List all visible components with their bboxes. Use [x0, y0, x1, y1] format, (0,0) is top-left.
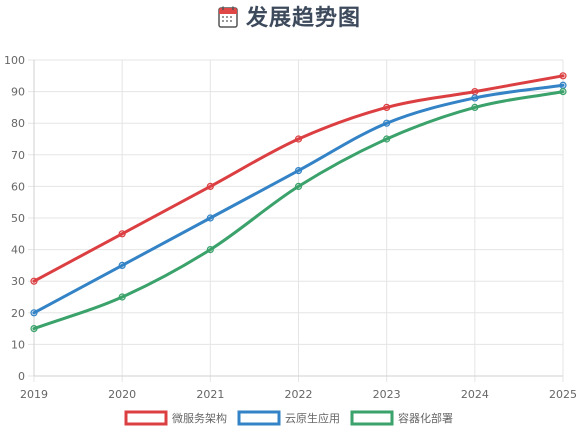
y-tick-label: 30 [11, 275, 25, 288]
x-tick-label: 2019 [20, 388, 48, 401]
y-tick-label: 100 [4, 54, 25, 67]
x-tick-label: 2022 [285, 388, 313, 401]
calendar-icon [218, 6, 238, 28]
data-point[interactable] [206, 182, 214, 190]
y-tick-label: 50 [11, 212, 25, 225]
grid-lines [28, 59, 564, 382]
data-point[interactable] [471, 87, 479, 96]
series-lines [32, 74, 565, 331]
chart-title: 发展趋势图 [0, 4, 579, 34]
data-point[interactable] [206, 246, 214, 254]
data-point[interactable] [118, 230, 126, 238]
y-tick-label: 10 [11, 338, 25, 351]
series-line-1 [32, 74, 565, 283]
legend-item-1[interactable]: 微服务架构 [124, 410, 227, 426]
axes [33, 60, 563, 377]
series-line-3 [32, 90, 565, 331]
y-tick-label: 70 [11, 149, 25, 162]
x-tick-label: 2020 [108, 388, 136, 401]
legend[interactable]: 微服务架构 云原生应用 容器化部署 [124, 410, 453, 426]
data-point[interactable] [206, 214, 214, 222]
legend-label: 云原生应用 [285, 411, 340, 425]
x-tick-label: 2021 [196, 388, 224, 401]
y-tick-label: 60 [11, 180, 25, 193]
data-point[interactable] [471, 103, 479, 112]
legend-swatch [350, 410, 394, 426]
data-point[interactable] [559, 87, 567, 96]
series-points [30, 72, 567, 333]
data-point[interactable] [383, 103, 391, 112]
legend-item-2[interactable]: 云原生应用 [237, 410, 340, 426]
legend-swatch [237, 410, 281, 426]
x-tick-label: 2023 [373, 388, 401, 401]
data-point[interactable] [383, 135, 391, 143]
legend-swatch [124, 410, 168, 426]
y-tick-label: 0 [18, 370, 25, 383]
x-tick-label: 2024 [461, 388, 489, 401]
data-point[interactable] [559, 81, 567, 89]
data-point[interactable] [118, 261, 126, 269]
chart-title-text: 发展趋势图 [245, 6, 361, 31]
y-tick-label: 40 [11, 244, 25, 257]
y-tick-label: 20 [11, 307, 25, 320]
series-line-2 [32, 83, 565, 315]
data-point[interactable] [118, 293, 126, 301]
legend-label: 容器化部署 [398, 411, 453, 425]
x-tick-label: 2025 [549, 388, 577, 401]
data-point[interactable] [471, 94, 479, 102]
data-point[interactable] [30, 309, 38, 317]
data-point[interactable] [30, 277, 38, 285]
data-point[interactable] [383, 119, 391, 127]
data-point[interactable] [294, 135, 303, 143]
data-point[interactable] [294, 182, 303, 190]
tick-labels: 0 10 20 30 40 50 60 70 80 90 100 2019 2020 2021 2022 20… [4, 54, 577, 401]
legend-label: 微服务架构 [172, 411, 227, 425]
legend-item-3[interactable]: 容器化部署 [350, 410, 453, 426]
y-tick-label: 80 [11, 117, 25, 130]
data-point[interactable] [294, 167, 303, 175]
y-tick-label: 90 [11, 86, 25, 99]
data-point[interactable] [30, 325, 38, 333]
data-point[interactable] [559, 72, 567, 80]
